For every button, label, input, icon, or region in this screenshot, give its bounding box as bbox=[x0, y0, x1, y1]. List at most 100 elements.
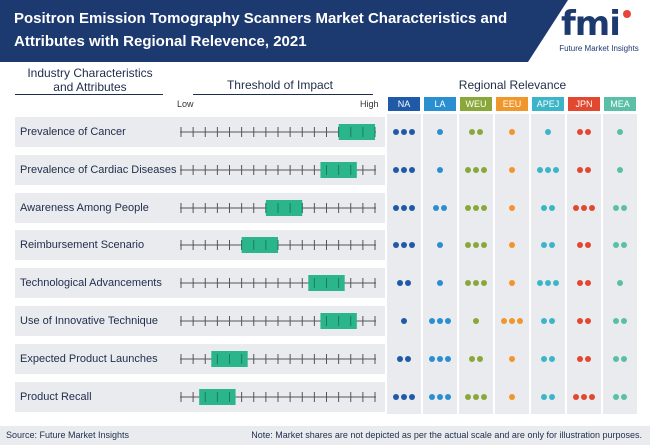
relevance-dot bbox=[553, 280, 559, 286]
relevance-dot bbox=[545, 280, 551, 286]
relevance-la bbox=[423, 155, 457, 185]
relevance-dot bbox=[621, 356, 627, 362]
source-text: Source: Future Market Insights bbox=[6, 430, 130, 440]
relevance-dot bbox=[397, 280, 403, 286]
relevance-dot bbox=[433, 205, 439, 211]
region-column-jpn bbox=[567, 114, 601, 414]
note-text: Note: Market shares are not depicted as … bbox=[251, 430, 642, 440]
relevance-dot bbox=[481, 242, 487, 248]
relevance-dot bbox=[465, 205, 471, 211]
relevance-mea bbox=[603, 382, 637, 412]
relevance-dot bbox=[577, 356, 583, 362]
relevance-dot bbox=[617, 167, 623, 173]
relevance-dot bbox=[509, 356, 515, 362]
relevance-dot bbox=[549, 356, 555, 362]
relevance-dot bbox=[409, 129, 415, 135]
region-column-na bbox=[387, 114, 421, 414]
row-label: Awareness Among People bbox=[20, 202, 149, 214]
impact-scale bbox=[180, 200, 376, 216]
region-header-apej: APEJ bbox=[532, 97, 564, 111]
relevance-dot bbox=[573, 205, 579, 211]
relevance-eeu bbox=[495, 382, 529, 412]
relevance-mea bbox=[603, 230, 637, 260]
relevance-apej bbox=[531, 268, 565, 298]
relevance-dot bbox=[549, 394, 555, 400]
relevance-dot bbox=[401, 242, 407, 248]
footer: Source: Future Market Insights Note: Mar… bbox=[0, 426, 650, 445]
impact-scale bbox=[180, 124, 376, 140]
title-band bbox=[0, 0, 568, 62]
relevance-dot bbox=[541, 356, 547, 362]
relevance-dot bbox=[481, 394, 487, 400]
relevance-jpn bbox=[567, 268, 601, 298]
relevance-dot bbox=[393, 242, 399, 248]
relevance-na bbox=[387, 306, 421, 336]
impact-bar bbox=[241, 237, 278, 253]
row-label: Use of Innovative Technique bbox=[20, 315, 158, 327]
row-label: Technological Advancements bbox=[20, 277, 162, 289]
relevance-dot bbox=[621, 205, 627, 211]
impact-scale bbox=[180, 351, 376, 367]
relevance-dot bbox=[549, 205, 555, 211]
relevance-dot bbox=[545, 167, 551, 173]
relevance-weu bbox=[459, 230, 493, 260]
relevance-dot bbox=[437, 242, 443, 248]
relevance-dot bbox=[409, 205, 415, 211]
relevance-apej bbox=[531, 382, 565, 412]
relevance-dot bbox=[613, 205, 619, 211]
relevance-dot bbox=[409, 242, 415, 248]
relevance-dot bbox=[405, 280, 411, 286]
relevance-apej bbox=[531, 193, 565, 223]
relevance-la bbox=[423, 193, 457, 223]
chart-title: Positron Emission Tomography Scanners Ma… bbox=[14, 10, 508, 50]
relevance-dot bbox=[401, 167, 407, 173]
relevance-dot bbox=[509, 280, 515, 286]
relevance-la bbox=[423, 268, 457, 298]
relevance-dot bbox=[585, 356, 591, 362]
relevance-dot bbox=[465, 167, 471, 173]
region-header-la: LA bbox=[424, 97, 456, 111]
relevance-dot bbox=[477, 129, 483, 135]
relevance-dot bbox=[613, 394, 619, 400]
threshold-underline bbox=[193, 94, 373, 95]
relevance-weu bbox=[459, 193, 493, 223]
relevance-dot bbox=[409, 167, 415, 173]
relevance-dot bbox=[465, 242, 471, 248]
relevance-dot bbox=[589, 394, 595, 400]
relevance-dot bbox=[465, 394, 471, 400]
relevance-dot bbox=[509, 129, 515, 135]
relevance-dot bbox=[581, 205, 587, 211]
relevance-jpn bbox=[567, 230, 601, 260]
relevance-na bbox=[387, 268, 421, 298]
relevance-mea bbox=[603, 306, 637, 336]
relevance-dot bbox=[437, 129, 443, 135]
relevance-weu bbox=[459, 382, 493, 412]
relevance-jpn bbox=[567, 382, 601, 412]
relevance-apej bbox=[531, 344, 565, 374]
relevance-dot bbox=[473, 318, 479, 324]
relevance-dot bbox=[541, 205, 547, 211]
relevance-dot bbox=[585, 129, 591, 135]
relevance-dot bbox=[545, 129, 551, 135]
relevance-la bbox=[423, 344, 457, 374]
relevance-dot bbox=[397, 356, 403, 362]
relevance-dot bbox=[585, 318, 591, 324]
relevance-mea bbox=[603, 268, 637, 298]
relevance-la bbox=[423, 382, 457, 412]
relevance-apej bbox=[531, 117, 565, 147]
relevance-dot bbox=[621, 242, 627, 248]
relevance-dot bbox=[577, 242, 583, 248]
impact-scale bbox=[180, 275, 376, 291]
characteristics-underline bbox=[15, 94, 163, 95]
relevance-dot bbox=[465, 280, 471, 286]
relevance-dot bbox=[473, 205, 479, 211]
relevance-dot bbox=[549, 318, 555, 324]
logo-text: Future Market Insights bbox=[559, 44, 639, 53]
relevance-weu bbox=[459, 306, 493, 336]
relevance-na bbox=[387, 193, 421, 223]
relevance-dot bbox=[501, 318, 507, 324]
relevance-dot bbox=[585, 242, 591, 248]
relevance-dot bbox=[393, 167, 399, 173]
relevance-dot bbox=[481, 205, 487, 211]
region-column-apej bbox=[531, 114, 565, 414]
